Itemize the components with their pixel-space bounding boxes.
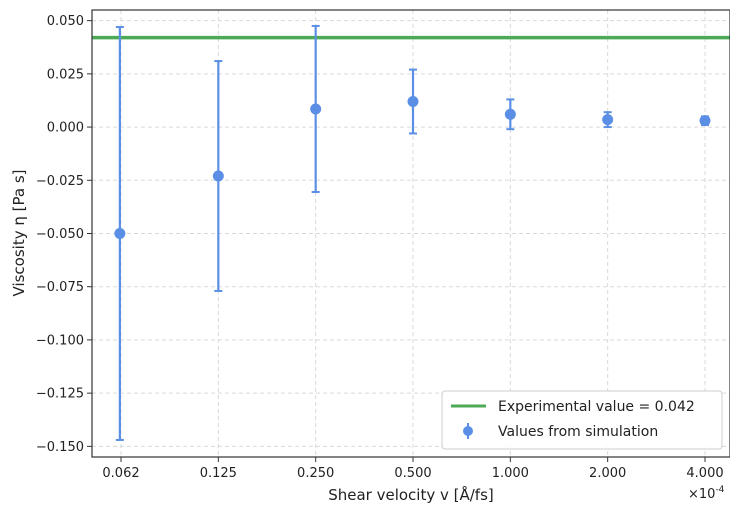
data-point [504,98,516,131]
x-axis-ticks: 0.062 0.125 0.250 0.500 1.000 2.000 4.000 [102,457,724,481]
x-tick-label: 2.000 [589,466,626,481]
legend-simulation-swatch [463,423,473,439]
x-tick-label: 0.500 [394,466,431,481]
data-point [602,111,614,129]
legend-experimental-label: Experimental value = 0.042 [498,399,695,415]
data-marker [212,170,224,182]
y-axis-ticks: 0.050 0.025 0.000 −0.025 −0.050 −0.075 −0.100 −… [36,14,92,455]
y-tick-label: −0.150 [36,440,84,455]
legend: Experimental value = 0.042 Values from s… [441,390,723,450]
data-marker [114,228,126,239]
data-point [407,68,419,135]
y-axis-label: Viscosity η [Pa s] [10,170,28,297]
x-multiplier: ×10-4 [688,485,725,502]
x-tick-label: 4.000 [686,466,723,481]
x-axis-label: Shear velocity v [Å/fs] [328,485,494,504]
data-marker [310,103,322,115]
legend-box [441,390,723,450]
y-tick-label: −0.100 [36,333,84,348]
data-point [114,26,126,441]
data-point [212,60,224,292]
x-tick-label: 0.250 [297,466,334,481]
data-marker [602,114,614,126]
data-point [310,24,322,193]
data-marker [699,115,711,127]
grid-lines [92,10,730,457]
y-tick-label: −0.050 [36,227,84,242]
x-tick-label: 0.125 [200,466,237,481]
legend-simulation-label: Values from simulation [498,424,658,440]
x-tick-label: 1.000 [492,466,529,481]
y-tick-label: 0.000 [47,121,84,136]
y-tick-label: −0.025 [36,174,84,189]
y-tick-label: −0.125 [36,387,84,402]
x-tick-label: 0.062 [102,466,139,481]
data-marker [407,96,419,108]
data-point [699,115,711,127]
data-marker [504,108,516,120]
errorbar-layer [114,24,711,441]
y-tick-label: 0.050 [47,14,84,29]
y-tick-label: 0.025 [47,67,84,82]
y-tick-label: −0.075 [36,280,84,295]
